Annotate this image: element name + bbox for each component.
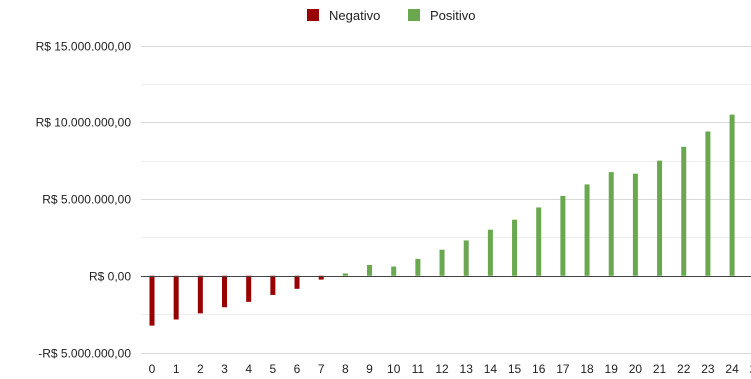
x-tick-label-10: 10	[387, 362, 401, 376]
legend-label-positivo: Positivo	[430, 8, 476, 23]
bar-14	[487, 229, 493, 276]
legend-label-negativo: Negativo	[329, 8, 380, 23]
x-tick-label-2: 2	[197, 362, 204, 376]
x-tick-label-23: 23	[701, 362, 715, 376]
bar-11	[415, 258, 421, 276]
bar-5	[270, 275, 276, 295]
x-tick-label-15: 15	[508, 362, 522, 376]
minor-gridlines	[141, 84, 751, 315]
y-tick-label-0: R$ 15.000.000,00	[36, 40, 132, 54]
bar-18	[584, 184, 590, 276]
x-tick-label-18: 18	[580, 362, 594, 376]
x-axis-labels: 0 1 2 3 4 5 6 7 8 9 10 11 12 13 14 15 16 17 18 19 20 21 22 23 24…	[149, 362, 751, 376]
x-tick-label-0: 0	[149, 362, 156, 376]
legend-swatch-negativo	[307, 9, 319, 21]
y-axis-labels: R$ 15.000.000,00 R$ 10.000.000,00 R$ 5.000…	[36, 40, 132, 361]
bar-0	[149, 275, 155, 326]
bar-22	[681, 146, 687, 276]
x-tick-label-24: 24	[725, 362, 739, 376]
y-tick-label-2: R$ 5.000.000,00	[42, 193, 131, 207]
bar-21	[657, 160, 663, 276]
x-tick-label-3: 3	[221, 362, 228, 376]
x-tick-label-22: 22	[677, 362, 691, 376]
bar-4	[246, 275, 252, 302]
bar-15	[512, 219, 518, 276]
x-tick-label-9: 9	[366, 362, 373, 376]
y-tick-label-3: R$ 0,00	[89, 270, 131, 284]
legend: Negativo Positivo	[307, 8, 476, 23]
bar-10	[391, 266, 397, 276]
x-tick-label-7: 7	[318, 362, 325, 376]
bar-13	[463, 240, 469, 276]
bar-24	[729, 114, 735, 276]
bar-17	[560, 195, 566, 276]
bar-1	[173, 275, 179, 320]
x-tick-label-17: 17	[556, 362, 570, 376]
y-tick-label-4: -R$ 5.000.000,00	[38, 347, 131, 361]
x-tick-label-4: 4	[245, 362, 252, 376]
bar-7	[318, 275, 324, 280]
bar-2	[197, 275, 203, 314]
x-tick-label-13: 13	[460, 362, 474, 376]
bars	[149, 114, 735, 326]
x-tick-label-21: 21	[653, 362, 667, 376]
bar-9	[367, 265, 373, 276]
bar-19	[608, 172, 614, 276]
x-tick-label-6: 6	[294, 362, 301, 376]
bar-6	[294, 275, 300, 289]
bar-20	[632, 173, 638, 276]
bar-16	[536, 207, 542, 276]
x-tick-label-11: 11	[412, 362, 425, 376]
legend-swatch-positivo	[408, 9, 420, 21]
bar-8	[342, 273, 348, 276]
y-tick-label-1: R$ 10.000.000,00	[36, 116, 132, 130]
bar-3	[222, 275, 228, 308]
major-gridlines	[141, 46, 751, 354]
x-tick-label-1: 1	[173, 362, 180, 376]
x-tick-label-14: 14	[484, 362, 498, 376]
x-tick-label-20: 20	[629, 362, 643, 376]
x-tick-label-25: 25	[750, 362, 751, 376]
x-tick-label-16: 16	[532, 362, 546, 376]
bar-12	[439, 249, 445, 276]
x-tick-label-12: 12	[435, 362, 449, 376]
x-tick-label-5: 5	[270, 362, 277, 376]
x-tick-label-19: 19	[605, 362, 619, 376]
x-tick-label-8: 8	[342, 362, 349, 376]
bar-23	[705, 131, 711, 276]
